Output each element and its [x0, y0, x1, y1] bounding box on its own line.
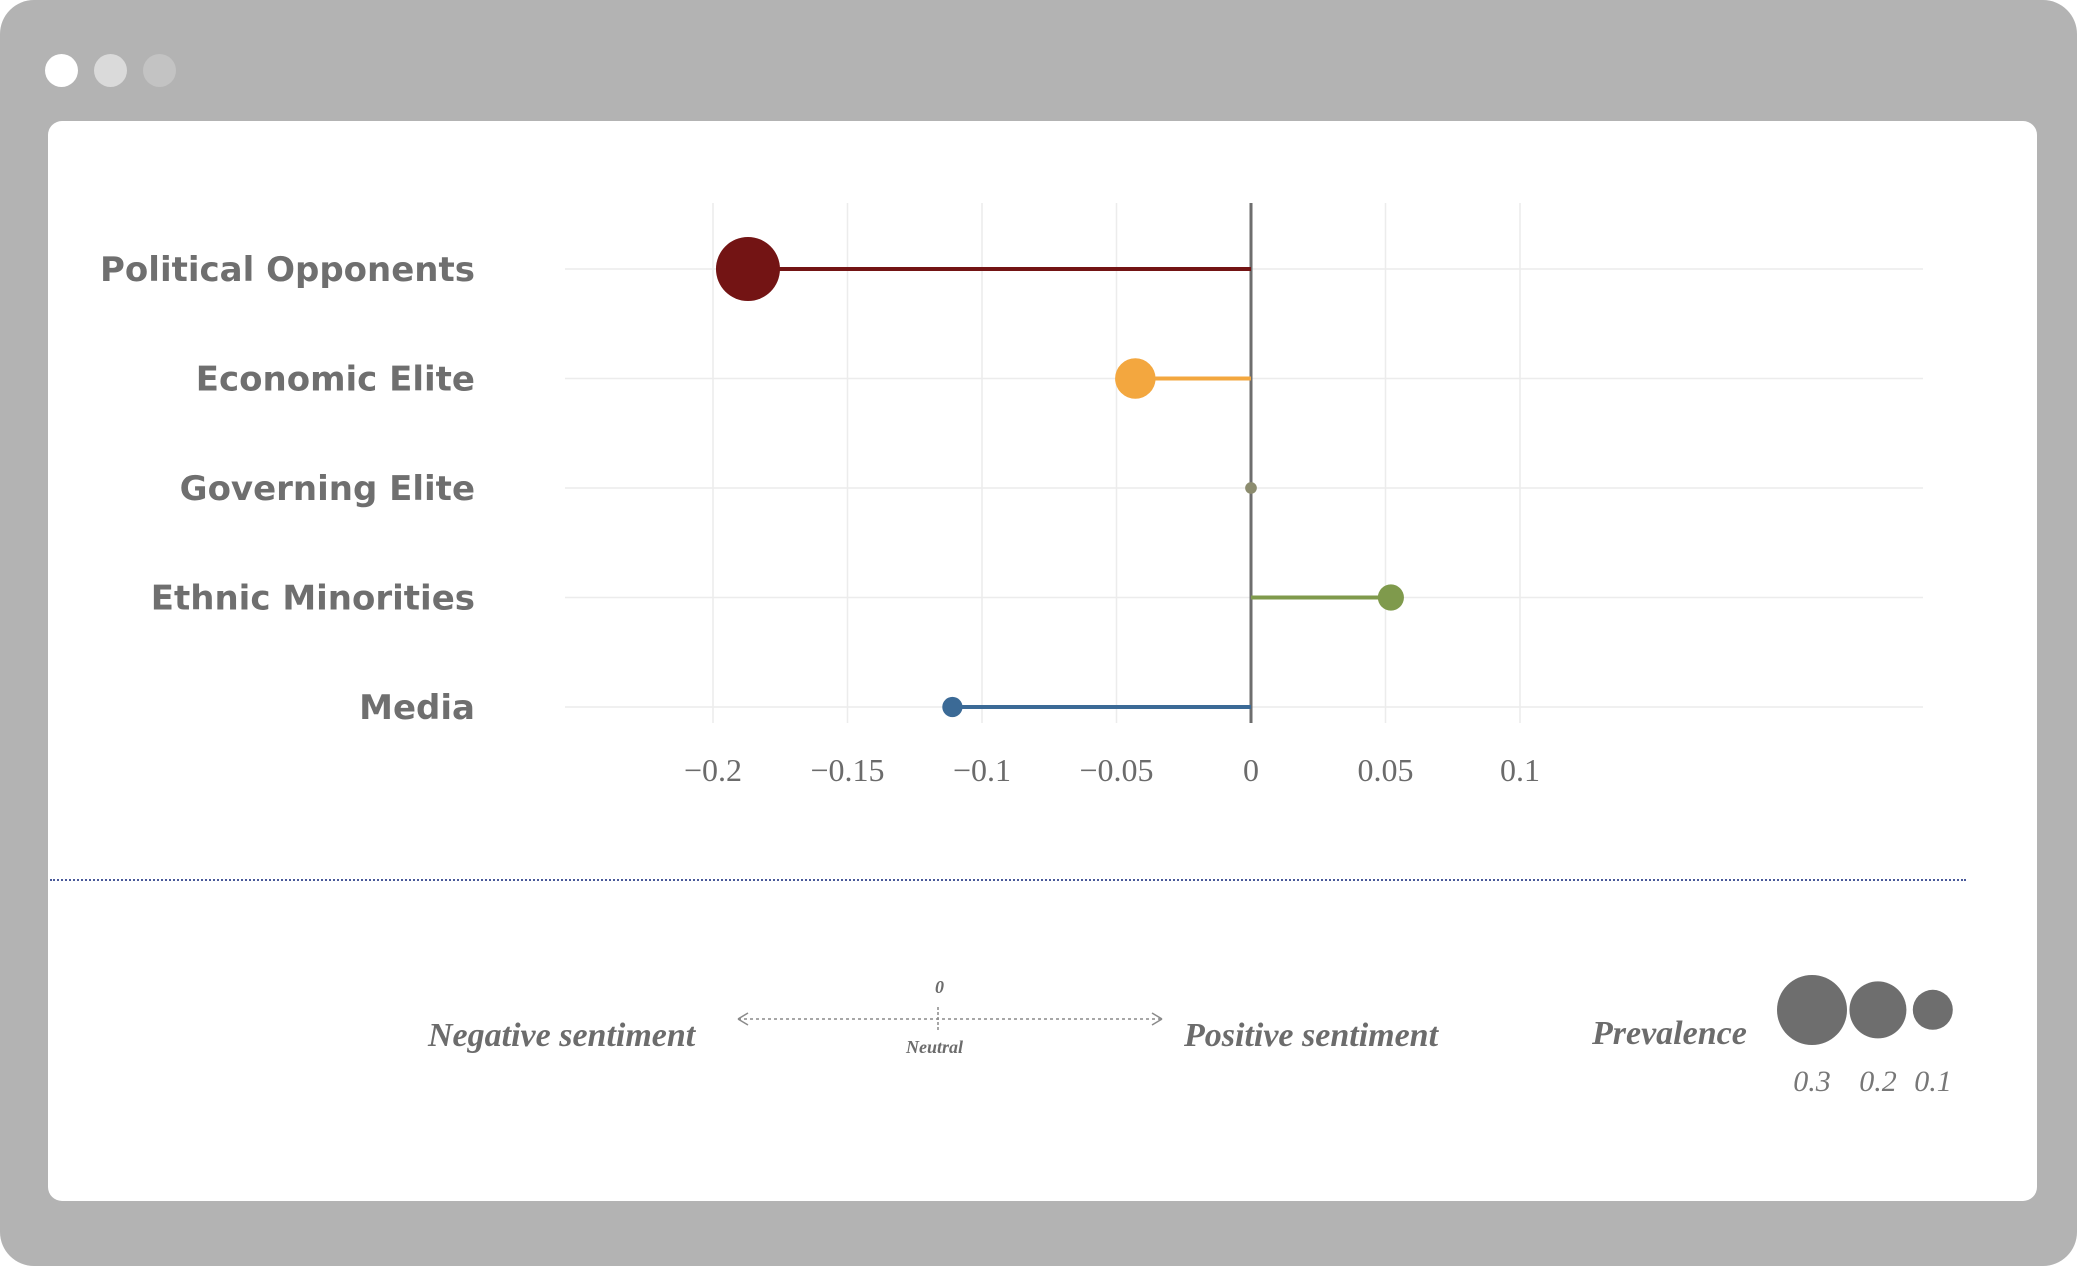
category-label: Political Opponents	[100, 250, 475, 290]
x-tick-label: −0.15	[810, 752, 884, 788]
maximize-window-dot[interactable]	[143, 54, 176, 87]
legend-zero-label: 0	[935, 977, 944, 997]
minimize-window-dot[interactable]	[94, 54, 127, 87]
x-tick-label: −0.1	[953, 752, 1011, 788]
section-divider	[50, 879, 1966, 881]
x-tick-label: −0.05	[1079, 752, 1153, 788]
lollipop-dot	[942, 696, 963, 718]
legend-negative-label: Negative sentiment	[428, 1017, 696, 1054]
x-tick-label: 0.1	[1500, 752, 1540, 788]
close-window-dot[interactable]	[45, 54, 78, 87]
sentiment-lollipop-chart: −0.2 −0.15 −0.1 −0.05 0 0.05 0.1 Political Oppo…	[100, 203, 1923, 788]
lollipop-dot	[715, 237, 780, 301]
lollipop-dot	[1377, 584, 1404, 611]
prevalence-value-label: 0.2	[1859, 1065, 1897, 1098]
legend-neutral-label: Neutral	[906, 1037, 964, 1057]
x-tick-label: 0.05	[1358, 752, 1414, 788]
prevalence-bubble	[1777, 975, 1847, 1045]
prevalence-value-label: 0.3	[1793, 1065, 1831, 1098]
category-label: Ethnic Minorities	[151, 579, 475, 619]
lollipop-dot	[1115, 358, 1156, 399]
scale-right-arrowhead-upper	[1151, 1012, 1163, 1020]
lollipop-dot	[1245, 482, 1257, 494]
prevalence-bubble	[1912, 989, 1954, 1031]
x-tick-label: −0.2	[684, 752, 742, 788]
chart-panel: −0.2 −0.15 −0.1 −0.05 0 0.05 0.1 Political Oppo…	[48, 121, 2037, 1201]
sentiment-scale-arrow	[737, 1007, 1163, 1031]
window-controls	[45, 54, 192, 87]
x-tick-label: 0	[1243, 752, 1259, 788]
legend-positive-label: Positive sentiment	[1184, 1017, 1439, 1054]
legend-prevalence-title: Prevalence	[1592, 1015, 1747, 1052]
category-label: Governing Elite	[180, 469, 475, 509]
category-label: Economic Elite	[196, 360, 475, 400]
scale-left-arrowhead-upper	[737, 1012, 749, 1020]
scale-right-arrowhead-lower	[1151, 1018, 1163, 1026]
prevalence-bubble	[1849, 981, 1907, 1039]
scale-left-arrowhead-lower	[737, 1018, 749, 1026]
prevalence-value-label: 0.1	[1914, 1065, 1952, 1098]
category-label: Media	[359, 688, 475, 728]
